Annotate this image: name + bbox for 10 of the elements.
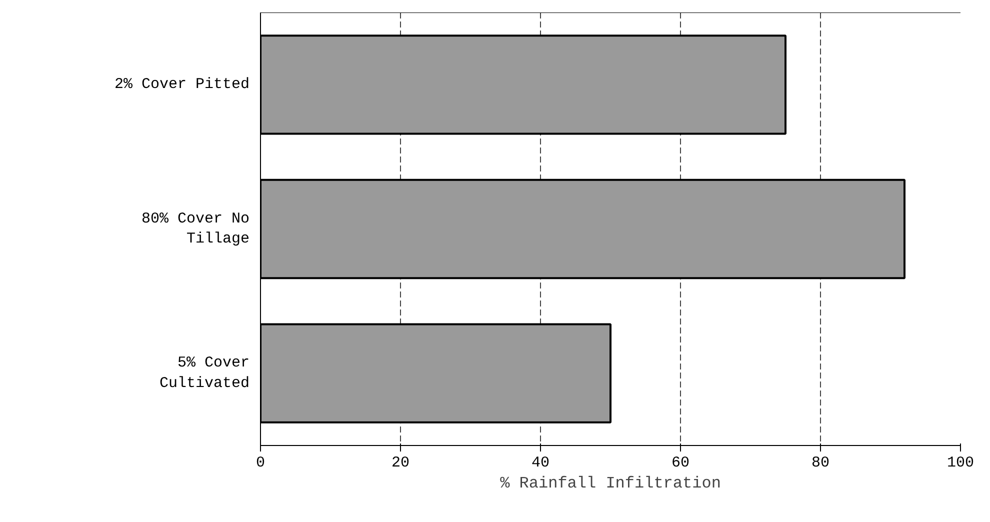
y-tick-label: 5% Cover Cultivated <box>159 354 250 392</box>
x-tick-label: 80 <box>812 454 830 472</box>
x-tick-label: 0 <box>256 454 266 472</box>
y-tick-label: 2% Cover Pitted <box>114 76 250 94</box>
x-axis-title: % Rainfall Infiltration <box>500 474 721 492</box>
x-tick-label: 60 <box>672 454 690 472</box>
x-tick-label: 40 <box>532 454 550 472</box>
x-tick-label: 20 <box>392 454 410 472</box>
x-tick-label: 100 <box>947 454 974 472</box>
y-tick-label: 80% Cover No Tillage <box>141 210 250 248</box>
